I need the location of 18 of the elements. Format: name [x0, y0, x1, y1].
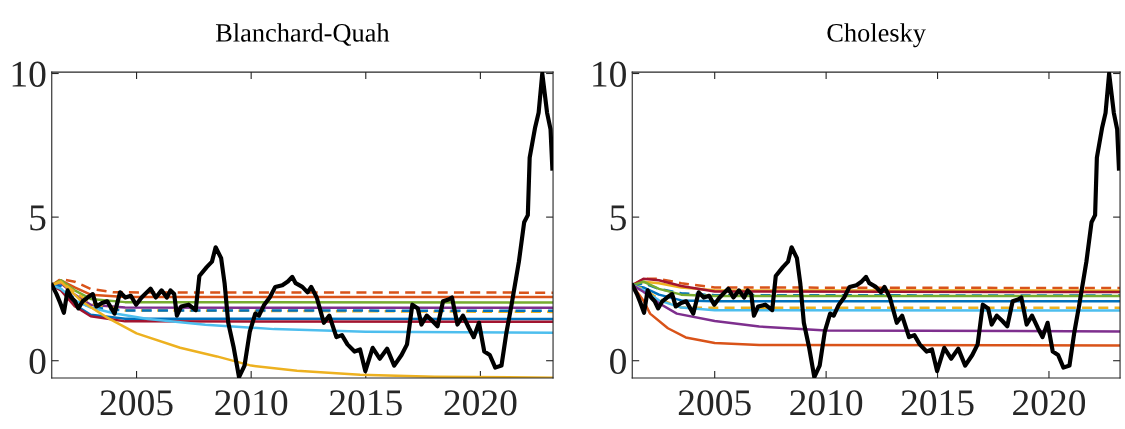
y-tick-label: 10	[12, 61, 46, 87]
x-tick-label: 2020	[444, 390, 517, 416]
y-tick-label: 5	[610, 205, 626, 231]
y-tick-label: 0	[29, 348, 46, 375]
line-series	[632, 72, 1121, 378]
x-tick-label: 2015	[329, 390, 402, 416]
x-tick-label: 2020	[1013, 390, 1086, 416]
y-tick-label: 10	[593, 61, 626, 87]
y-tick-label: 0	[610, 348, 626, 375]
x-tick-label: 2015	[901, 390, 974, 416]
x-tick-label: 2005	[100, 390, 173, 416]
chart-title: Blanchard-Quah	[215, 23, 390, 46]
line-series	[51, 72, 554, 378]
x-tick-label: 2010	[790, 390, 863, 416]
chart-title: Cholesky	[827, 23, 926, 48]
y-tick-label: 5	[30, 205, 46, 231]
x-tick-label: 2005	[678, 390, 751, 416]
x-tick-label: 2010	[215, 390, 288, 416]
